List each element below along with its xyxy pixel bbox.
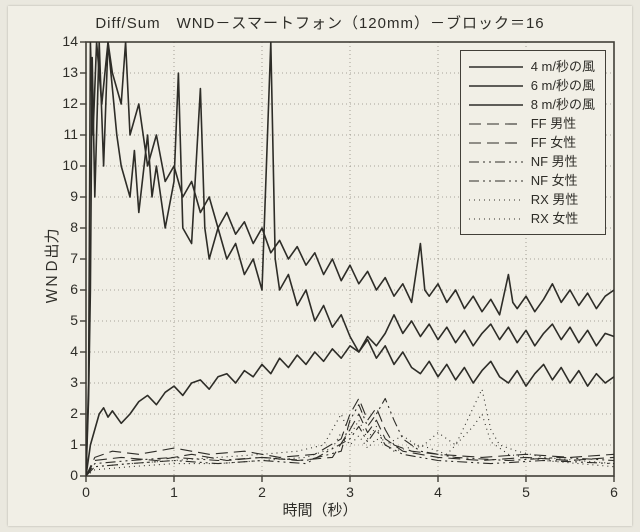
legend-swatch — [469, 136, 523, 150]
legend-swatch — [469, 155, 523, 169]
x-tick-label: 6 — [604, 484, 624, 500]
y-tick-label: 10 — [48, 157, 78, 173]
y-tick-label: 1 — [48, 436, 78, 452]
legend-label: 8 m/秒の風 — [531, 95, 595, 114]
legend-row: FF 女性 — [469, 133, 595, 152]
legend-row: FF 男性 — [469, 114, 595, 133]
x-tick-label: 5 — [516, 484, 536, 500]
legend-swatch — [469, 79, 523, 93]
legend-row: NF 女性 — [469, 171, 595, 190]
y-tick-label: 4 — [48, 343, 78, 359]
legend-swatch — [469, 117, 523, 131]
x-tick-label: 2 — [252, 484, 272, 500]
y-tick-label: 13 — [48, 64, 78, 80]
legend-swatch — [469, 98, 523, 112]
x-tick-label: 0 — [76, 484, 96, 500]
x-tick-label: 4 — [428, 484, 448, 500]
y-tick-label: 12 — [48, 95, 78, 111]
legend-row: NF 男性 — [469, 152, 595, 171]
x-tick-label: 1 — [164, 484, 184, 500]
legend-label: FF 男性 — [531, 114, 577, 133]
y-tick-label: 2 — [48, 405, 78, 421]
y-tick-label: 14 — [48, 33, 78, 49]
y-tick-label: 11 — [48, 126, 78, 142]
y-tick-label: 6 — [48, 281, 78, 297]
chart-sheet: Diff/Sum WND－スマートフォン（120mm）－ブロック＝16 ＷＮＤ出… — [8, 6, 632, 526]
legend: 4 m/秒の風6 m/秒の風8 m/秒の風FF 男性FF 女性NF 男性NF 女… — [460, 50, 606, 235]
legend-label: FF 女性 — [531, 133, 577, 152]
y-tick-label: 8 — [48, 219, 78, 235]
legend-label: 4 m/秒の風 — [531, 57, 595, 76]
legend-label: RX 男性 — [531, 190, 579, 209]
legend-label: NF 女性 — [531, 171, 578, 190]
legend-swatch — [469, 174, 523, 188]
legend-row: RX 女性 — [469, 209, 595, 228]
legend-row: 4 m/秒の風 — [469, 57, 595, 76]
legend-row: 8 m/秒の風 — [469, 95, 595, 114]
y-tick-label: 5 — [48, 312, 78, 328]
legend-swatch — [469, 212, 523, 226]
y-tick-label: 0 — [48, 467, 78, 483]
legend-label: NF 男性 — [531, 152, 578, 171]
legend-swatch — [469, 60, 523, 74]
x-tick-label: 3 — [340, 484, 360, 500]
legend-row: 6 m/秒の風 — [469, 76, 595, 95]
legend-label: RX 女性 — [531, 209, 579, 228]
y-tick-label: 3 — [48, 374, 78, 390]
y-tick-label: 7 — [48, 250, 78, 266]
y-tick-label: 9 — [48, 188, 78, 204]
legend-label: 6 m/秒の風 — [531, 76, 595, 95]
legend-row: RX 男性 — [469, 190, 595, 209]
legend-swatch — [469, 193, 523, 207]
